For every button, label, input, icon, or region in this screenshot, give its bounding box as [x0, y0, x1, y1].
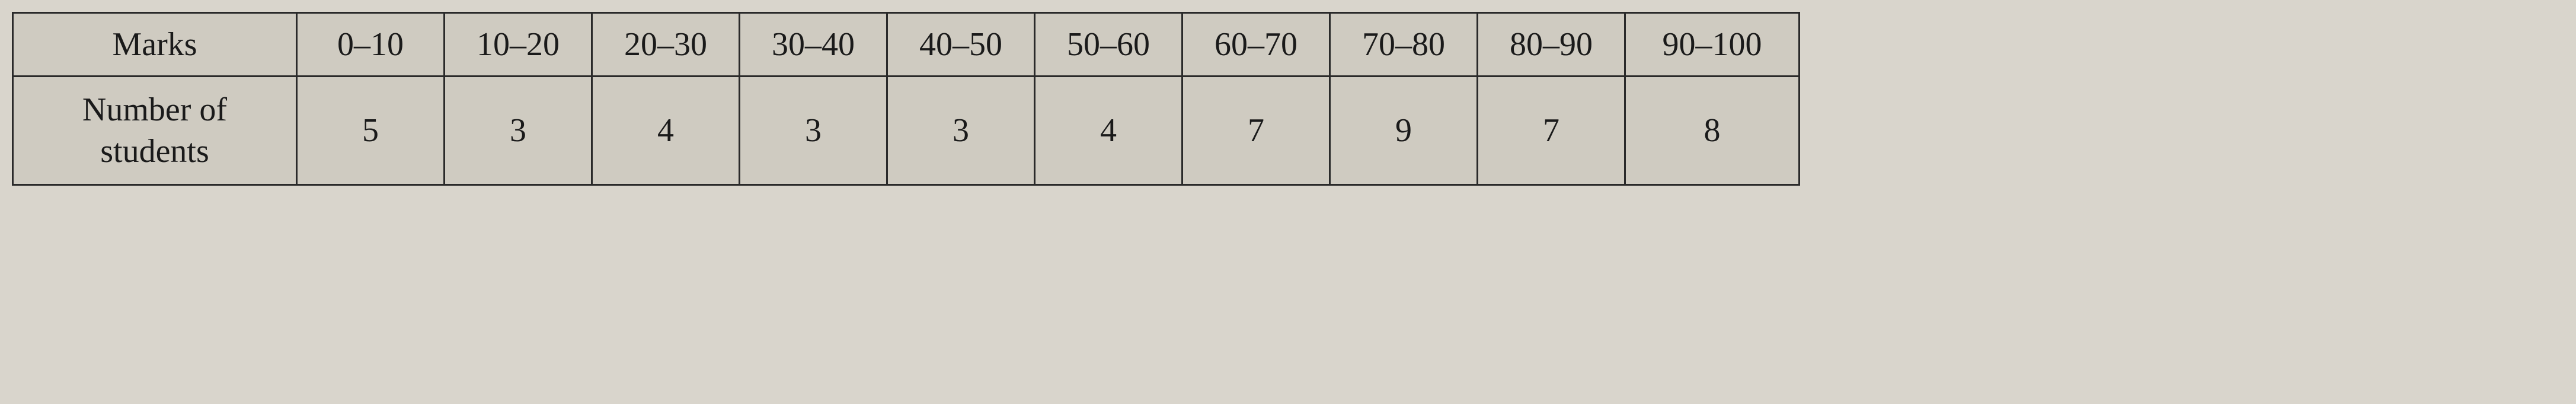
col-header: 80–90	[1478, 13, 1625, 77]
col-header: 10–20	[445, 13, 592, 77]
table-cell: 3	[740, 77, 887, 185]
row-label-marks: Marks	[13, 13, 297, 77]
table-cell: 7	[1478, 77, 1625, 185]
table-cell: 7	[1182, 77, 1330, 185]
table-row-values: Number of students 5 3 4 3 3 4 7 9 7 8	[13, 77, 1800, 185]
col-header: 90–100	[1625, 13, 1800, 77]
col-header: 0–10	[297, 13, 445, 77]
table-cell: 9	[1330, 77, 1478, 185]
row-label-line2: students	[100, 133, 209, 170]
table-row-header: Marks 0–10 10–20 20–30 30–40 40–50 50–60…	[13, 13, 1800, 77]
table-cell: 5	[297, 77, 445, 185]
col-header: 20–30	[592, 13, 740, 77]
row-label-students: Number of students	[13, 77, 297, 185]
table: Marks 0–10 10–20 20–30 30–40 40–50 50–60…	[12, 12, 1800, 186]
col-header: 70–80	[1330, 13, 1478, 77]
table-cell: 3	[887, 77, 1035, 185]
col-header: 60–70	[1182, 13, 1330, 77]
table-cell: 4	[592, 77, 740, 185]
col-header: 50–60	[1035, 13, 1182, 77]
row-label-line1: Number of	[82, 91, 227, 128]
table-cell: 3	[445, 77, 592, 185]
table-cell: 4	[1035, 77, 1182, 185]
col-header: 40–50	[887, 13, 1035, 77]
col-header: 30–40	[740, 13, 887, 77]
table-cell: 8	[1625, 77, 1800, 185]
frequency-table: Marks 0–10 10–20 20–30 30–40 40–50 50–60…	[12, 12, 1800, 186]
